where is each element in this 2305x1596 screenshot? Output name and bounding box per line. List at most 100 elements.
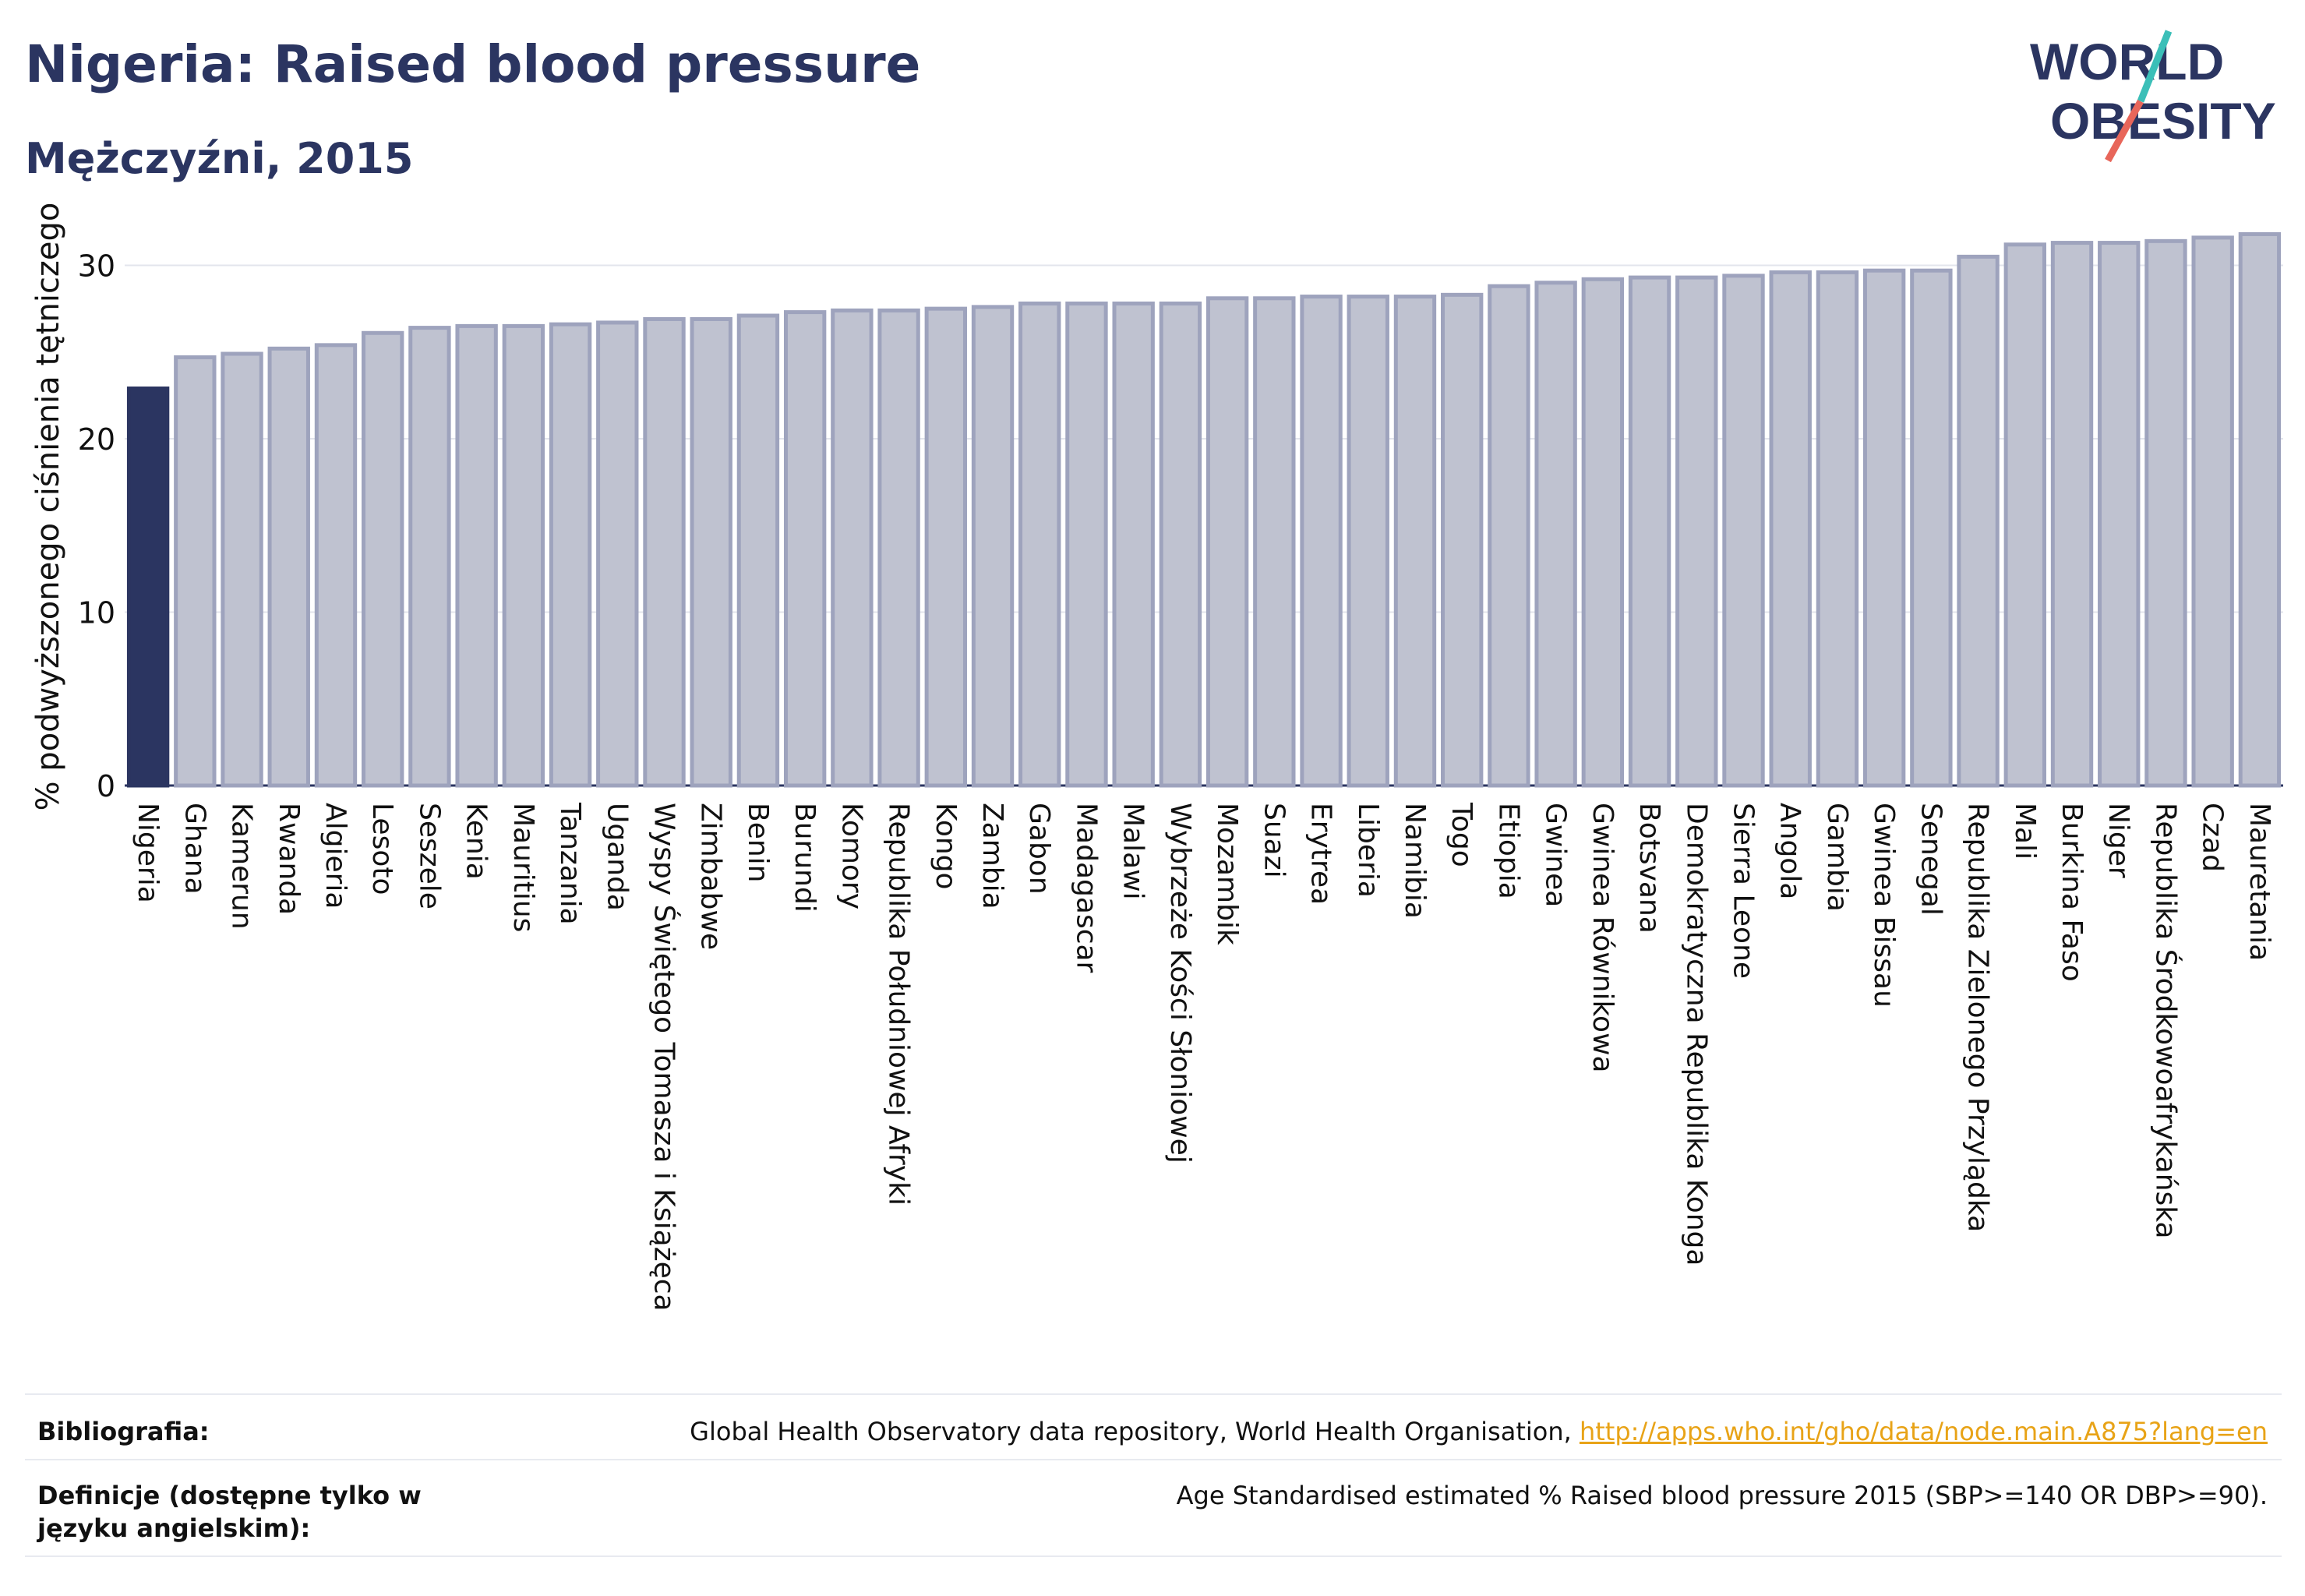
x-tick-label: Republika Zielonego Przylądka — [1962, 803, 1994, 1232]
bar-senegal — [1910, 268, 1953, 788]
x-tick-label: Gwinea Równikowa — [1587, 803, 1618, 1073]
footer-divider-bottom — [25, 1555, 2282, 1557]
bar-republika-środkowoafrykańska — [2144, 238, 2187, 788]
x-tick-label: Rwanda — [273, 803, 305, 915]
y-tick-labels: 0 10 20 30 — [78, 249, 115, 804]
x-tick-label: Algieria — [319, 803, 351, 909]
page-title: Nigeria: Raised blood pressure — [25, 34, 921, 94]
x-tick-label: Mali — [2009, 803, 2041, 860]
bibliography-link[interactable]: http://apps.who.int/gho/data/node.main.A… — [1579, 1417, 2268, 1446]
bar-kenia — [455, 323, 498, 788]
bar-wyspy-świętego-tomasza-i-książęca — [643, 316, 686, 788]
bar-chart: 0 10 20 30 Nigeria Ghana Kamerun Rwanda Algieri… — [78, 231, 2283, 1312]
x-tick-label: Angola — [1774, 803, 1806, 899]
x-tick-label: Malawi — [1117, 803, 1149, 900]
x-tick-label: Suazi — [1258, 803, 1290, 878]
x-tick-label: Gambia — [1821, 803, 1853, 912]
x-tick-label: Wyspy Świętego Tomasza i Książęca — [648, 803, 681, 1312]
page-subtitle: Mężczyźni, 2015 — [25, 134, 414, 183]
bar-mauretania — [2238, 231, 2282, 788]
bar-gwinea-bissau — [1862, 268, 1906, 788]
x-tick-label: Erytrea — [1305, 803, 1337, 905]
logo-slash-teal — [2137, 30, 2173, 103]
bar-zambia — [971, 305, 1015, 788]
x-tick-label: Mauritius — [507, 803, 539, 932]
bar-namibia — [1393, 295, 1437, 788]
x-tick-label: Togo — [1445, 802, 1477, 867]
x-tick-label: Botsvana — [1633, 803, 1665, 934]
bar-kamerun — [221, 351, 263, 788]
bar-gambia — [1816, 270, 1859, 788]
x-tick-label: Mauretania — [2243, 803, 2275, 961]
x-tick-label: Senegal — [1915, 803, 1947, 916]
bar-burundi — [783, 310, 827, 788]
bibliography-label: Bibliografia: — [37, 1417, 210, 1446]
x-tick-label: Mozambik — [1211, 803, 1243, 945]
bar-mozambik — [1205, 296, 1249, 788]
bar-demokratyczna-republika-konga — [1675, 275, 1718, 788]
x-tick-label: Republika Południowej Afryki — [883, 803, 915, 1206]
x-tick-label: Kamerun — [226, 803, 258, 930]
bar-suazi — [1253, 296, 1296, 788]
y-tick-label: 30 — [78, 249, 115, 284]
y-tick-label: 0 — [97, 769, 115, 803]
bar-erytrea — [1300, 295, 1343, 788]
bar-sierra-leone — [1722, 274, 1765, 788]
x-tick-label: Kongo — [930, 803, 962, 890]
x-tick-label: Lesoto — [366, 803, 398, 895]
x-tick-label: Liberia — [1352, 803, 1384, 898]
x-tick-label: Burundi — [789, 803, 821, 913]
x-tick-label: Niger — [2102, 803, 2134, 878]
x-tick-label: Republika Środkowoafrykańska — [2149, 803, 2182, 1239]
logo-word-obesity: OBESITY — [2050, 92, 2276, 150]
definition-text: Age Standardised estimated % Raised bloo… — [1176, 1481, 2268, 1510]
bar-etiopia — [1488, 284, 1530, 788]
bibliography-text: Global Health Observatory data repositor… — [690, 1417, 1580, 1446]
world-obesity-logo: WORLD OBESITY — [2030, 30, 2276, 163]
logo-slash-red — [2105, 99, 2144, 163]
bar-mali — [2003, 242, 2046, 788]
footer-divider-middle — [25, 1459, 2282, 1460]
x-tick-label: Gwinea Bissau — [1868, 803, 1900, 1008]
bar-nigeria — [126, 386, 170, 788]
bar-kongo — [924, 306, 967, 788]
x-tick-label: Nigeria — [132, 803, 164, 903]
x-tick-label: Uganda — [601, 803, 633, 911]
bar-liberia — [1347, 295, 1389, 788]
bar-komory — [831, 308, 874, 788]
y-tick-label: 20 — [78, 422, 115, 457]
x-tick-label: Gwinea — [1540, 803, 1572, 907]
bar-uganda — [596, 320, 639, 788]
bar-gabon — [1018, 301, 1061, 788]
x-tick-label: Ghana — [178, 803, 210, 895]
footer-divider-top — [25, 1393, 2282, 1395]
bar-lesoto — [362, 330, 404, 788]
definition-label: Definicje (dostępne tylko w języku angie… — [37, 1481, 422, 1543]
x-tick-label: Wybrzeże Kości Słoniowej — [1164, 803, 1196, 1163]
bar-wybrzeże-kości-słoniowej — [1159, 301, 1202, 788]
bar-algieria — [314, 343, 358, 788]
bar-tanzania — [549, 322, 592, 788]
x-tick-label: Zimbabwe — [695, 803, 727, 950]
x-tick-labels: Nigeria Ghana Kamerun Rwanda Algieria Lesoto S… — [132, 802, 2275, 1312]
bar-burkina-faso — [2050, 241, 2094, 788]
x-tick-label: Namibia — [1399, 803, 1431, 919]
bars — [126, 231, 2282, 788]
x-tick-label: Tanzania — [554, 802, 586, 925]
x-tick-label: Kenia — [461, 803, 492, 880]
bar-czad — [2191, 235, 2234, 788]
bar-togo — [1441, 292, 1484, 788]
bar-niger — [2098, 241, 2141, 788]
x-tick-label: Seszele — [413, 803, 445, 909]
bar-benin — [736, 313, 780, 788]
x-tick-label: Sierra Leone — [1728, 803, 1760, 979]
x-tick-label: Benin — [742, 803, 774, 882]
bar-mauritius — [502, 323, 545, 788]
x-tick-label: Burkina Faso — [2056, 803, 2088, 982]
bibliography-value: Global Health Observatory data repositor… — [690, 1415, 2268, 1448]
bar-gwinea-równikowa — [1581, 277, 1625, 788]
bar-republika-południowej-afryki — [877, 308, 920, 788]
bar-republika-zielonego-przylądka — [1957, 254, 2000, 788]
bar-madagascar — [1065, 301, 1108, 788]
x-tick-label: Komory — [835, 803, 867, 909]
